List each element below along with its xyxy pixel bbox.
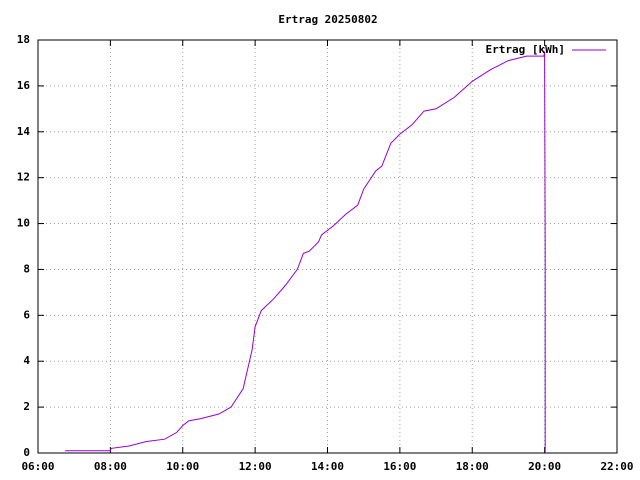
y-tick-label: 16	[17, 79, 31, 92]
x-tick-label: 22:00	[600, 460, 633, 473]
x-tick-label: 08:00	[94, 460, 127, 473]
y-tick-label: 14	[17, 125, 31, 138]
x-tick-label: 18:00	[456, 460, 489, 473]
y-tick-label: 0	[23, 446, 30, 459]
chart-title: Ertrag 20250802	[278, 13, 377, 26]
y-tick-label: 4	[23, 354, 30, 367]
x-tick-label: 06:00	[21, 460, 54, 473]
x-tick-label: 16:00	[383, 460, 416, 473]
y-tick-label: 2	[23, 400, 30, 413]
y-tick-label: 8	[23, 262, 30, 275]
y-tick-label: 18	[17, 33, 30, 46]
x-tick-label: 20:00	[528, 460, 561, 473]
x-tick-label: 14:00	[311, 460, 344, 473]
y-tick-label: 10	[17, 217, 30, 230]
legend-label: Ertrag [kWh]	[486, 43, 565, 56]
series-line	[65, 51, 546, 453]
x-tick-label: 10:00	[166, 460, 199, 473]
plot-border	[37, 39, 618, 454]
x-tick-label: 12:00	[239, 460, 272, 473]
y-tick-label: 6	[23, 308, 30, 321]
y-tick-label: 12	[17, 171, 30, 184]
